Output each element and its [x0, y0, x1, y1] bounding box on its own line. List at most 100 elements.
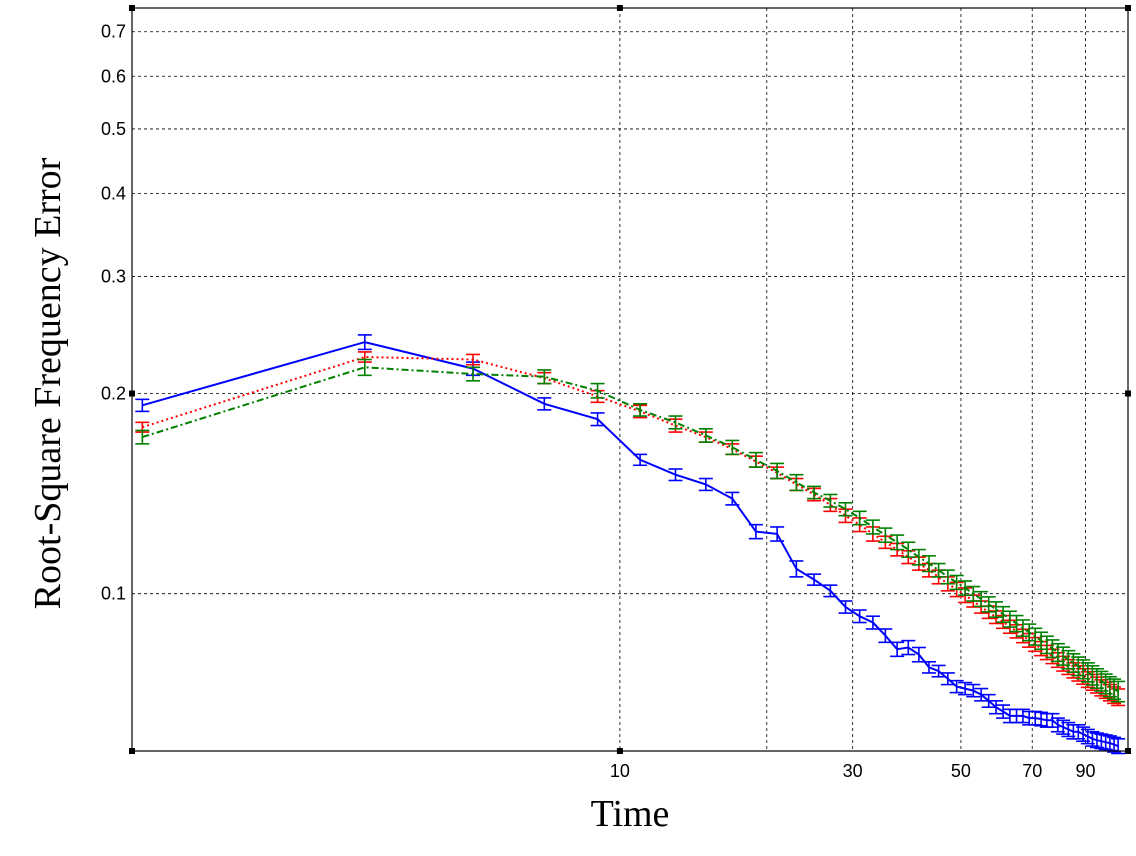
error-bar	[789, 473, 804, 492]
x-tick-label: 70	[1022, 761, 1042, 781]
error-bar	[966, 683, 981, 698]
error-bar	[865, 519, 880, 535]
error-bar	[823, 584, 838, 598]
error-bar	[633, 453, 648, 467]
error-bar	[931, 562, 946, 578]
grid	[132, 8, 1128, 751]
frame-marker	[616, 748, 623, 754]
error-bar	[807, 485, 822, 500]
series-2	[135, 358, 1126, 703]
error-bar	[989, 601, 1004, 618]
error-bar	[725, 439, 740, 456]
error-bar	[996, 605, 1011, 624]
error-bar	[1028, 627, 1043, 646]
error-bar	[901, 639, 916, 656]
error-bar	[748, 523, 763, 540]
frame-marker	[129, 5, 135, 11]
error-bar	[838, 600, 853, 614]
error-bar	[1034, 631, 1049, 651]
error-bar	[770, 526, 785, 542]
frame-marker	[616, 5, 623, 11]
error-bar	[838, 501, 853, 517]
y-tick-label: 0.2	[101, 384, 126, 404]
error-bar	[890, 641, 905, 658]
error-bar	[878, 527, 893, 544]
error-bar	[357, 358, 372, 377]
error-bar	[958, 580, 973, 596]
error-bar	[537, 397, 552, 411]
y-tick-label: 0.3	[101, 266, 126, 286]
error-bar	[725, 491, 740, 506]
error-bar	[1039, 635, 1054, 655]
error-bar	[940, 569, 955, 585]
error-bar	[989, 700, 1004, 715]
error-bar	[921, 555, 936, 573]
plot-frame	[131, 7, 1129, 752]
error-bar	[823, 493, 838, 508]
y-axis-title: Root-Square Frequency Error	[27, 157, 69, 609]
error-bar	[931, 664, 946, 678]
error-bar	[1022, 623, 1037, 642]
frame-marker	[129, 390, 135, 397]
tick-labels: 10 30 50 70 90 0.1 0.2 0.3 0.4 0.5 0.6 0.7	[101, 22, 1096, 781]
x-tick-label: 30	[843, 761, 863, 781]
error-bar	[996, 704, 1011, 719]
error-bar	[1111, 680, 1126, 703]
error-bar	[668, 468, 683, 482]
error-bar	[590, 382, 605, 399]
error-bar	[852, 609, 867, 624]
error-bar	[981, 693, 996, 708]
x-tick-label: 10	[610, 761, 630, 781]
error-bar	[949, 574, 964, 591]
error-bar	[668, 415, 683, 430]
frame-marker	[1125, 748, 1131, 754]
frame-marker	[1125, 390, 1131, 397]
series-line	[142, 341, 1119, 748]
error-bar	[852, 510, 867, 526]
error-bar	[537, 369, 552, 385]
error-bar	[1015, 619, 1030, 638]
series-line	[141, 355, 1119, 698]
error-bar	[981, 596, 996, 613]
series-1	[135, 351, 1126, 707]
x-axis-title: Time	[591, 793, 670, 835]
series-layer	[135, 334, 1126, 755]
error-bar	[1034, 711, 1049, 727]
error-bar	[901, 541, 916, 558]
error-bar	[958, 681, 973, 696]
frame-marker	[1125, 5, 1131, 11]
error-bar	[940, 672, 955, 686]
error-bar	[878, 628, 893, 644]
error-bar	[949, 679, 964, 694]
error-bar	[590, 412, 605, 427]
error-bar	[698, 477, 713, 492]
y-tick-label: 0.7	[101, 22, 126, 42]
y-tick-label: 0.4	[101, 183, 126, 203]
error-bar	[748, 451, 763, 468]
error-bar	[911, 548, 926, 566]
error-bar	[698, 428, 713, 443]
error-bar	[466, 366, 481, 382]
error-bar	[966, 585, 981, 602]
error-bar	[865, 615, 880, 630]
error-bar	[974, 590, 989, 608]
y-tick-label: 0.5	[101, 119, 126, 139]
error-bar	[890, 534, 905, 551]
error-bar	[1028, 710, 1043, 726]
series-0	[135, 334, 1126, 755]
frame-markers	[129, 5, 1131, 754]
error-bar	[807, 573, 822, 586]
error-bar	[770, 462, 785, 480]
x-tick-label: 50	[951, 761, 971, 781]
error-bar	[789, 560, 804, 578]
error-bar	[633, 403, 648, 417]
y-tick-label: 0.1	[101, 584, 126, 604]
error-bar	[135, 398, 150, 413]
error-bar	[135, 429, 150, 445]
error-bar	[1009, 614, 1024, 633]
x-tick-label: 90	[1075, 761, 1095, 781]
error-bar	[357, 334, 372, 351]
error-bar	[921, 660, 936, 674]
